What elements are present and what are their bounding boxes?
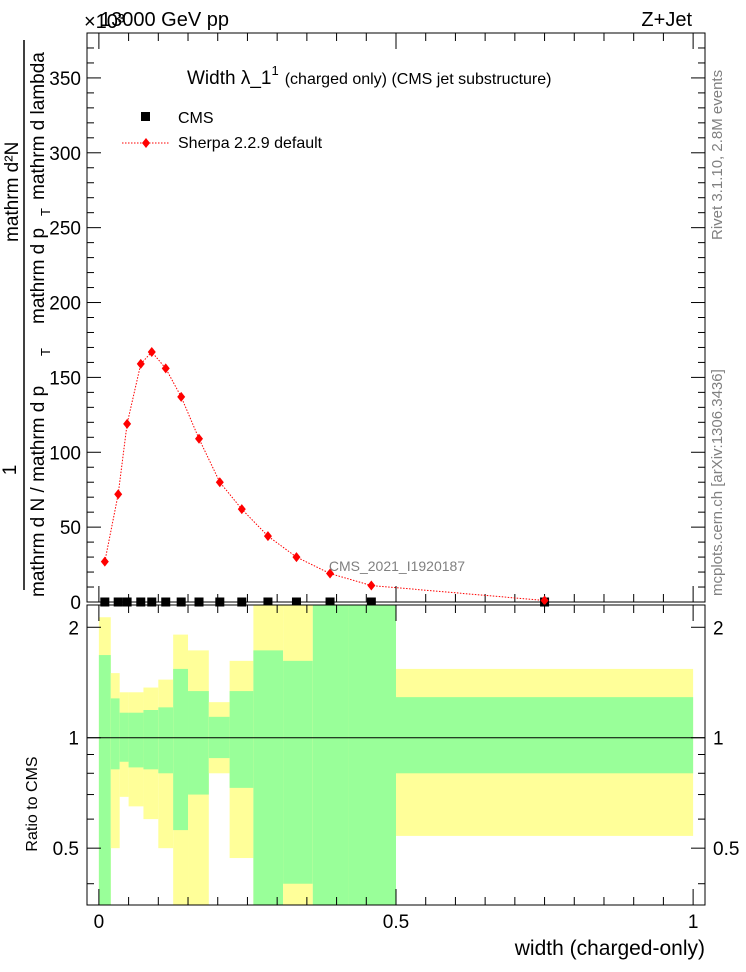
cms-point [147, 597, 157, 607]
ratio-xtick-label: 0.5 [383, 912, 409, 933]
ratio-ytick-label-right: 1 [713, 729, 724, 750]
main-ytick-label: 250 [49, 219, 81, 240]
ratio-xtick-label: 0 [94, 912, 105, 933]
ratio-band-inner [173, 668, 189, 831]
ratio-band-inner [348, 605, 396, 905]
sherpa-point [147, 346, 156, 357]
sherpa-point [292, 552, 301, 563]
cms-point [194, 597, 204, 607]
ratio-ylabel: Ratio to CMS [24, 756, 41, 851]
legend-label-sherpa: Sherpa 2.2.9 default [178, 135, 323, 152]
ratio-ytick-label-right: 2 [713, 618, 724, 639]
sherpa-point [177, 391, 186, 402]
sherpa-point [367, 580, 376, 591]
plot-title-sup: 1 [271, 63, 278, 78]
ratio-band-inner [283, 660, 313, 884]
main-ytick-label: 0 [70, 593, 81, 614]
cms-point [113, 597, 123, 607]
ratio-xtick-label: 1 [688, 912, 699, 933]
cms-point [136, 597, 146, 607]
main-ylabel-numerator: 1 [0, 465, 21, 476]
cms-point [176, 597, 186, 607]
sherpa-point [540, 595, 549, 606]
cms-point [366, 597, 376, 607]
rivet-version-label: Rivet 3.1.10, 2.8M events [709, 70, 726, 240]
main-ytick-label: 50 [60, 518, 81, 539]
analysis-watermark: CMS_2021_I1920187 [329, 558, 465, 574]
legend: CMS Sherpa 2.2.9 default [122, 110, 323, 152]
main-ytick-label: 200 [49, 294, 81, 315]
ratio-band-inner [396, 697, 694, 774]
sherpa-point [237, 504, 246, 515]
sherpa-point [123, 418, 132, 429]
header-energy: 13000 GeV pp [100, 9, 229, 31]
ratio-band-inner [143, 710, 159, 770]
ratio-band-inner [110, 698, 120, 770]
sherpa-point [161, 363, 170, 374]
legend-marker-sherpa [142, 138, 150, 148]
ratio-ytick-label: 1 [68, 729, 79, 750]
main-panel: 0 50 100 150 200 250 300 350 [49, 32, 706, 614]
cms-point [161, 597, 171, 607]
main-ylabel-top-sub: T [38, 208, 53, 216]
ratio-band-inner [128, 712, 144, 768]
main-ytick-label: 150 [49, 368, 81, 389]
ratio-ytick-label: 0.5 [53, 839, 79, 860]
cms-point [263, 597, 273, 607]
main-ylabel-top-3: mathrm d lambda [28, 52, 49, 200]
main-ylabel-top-1: mathrm d²N [2, 142, 23, 242]
main-ytick-label: 300 [49, 144, 81, 165]
ratio-panel: 0 0.5 1 0.5 0.5 1 1 2 2 [53, 604, 739, 933]
main-ylabel-bottom: mathrm d N / mathrm d p [28, 386, 49, 597]
header-process: Z+Jet [641, 9, 692, 31]
main-ylabel: 1 mathrm d²N mathrm d p T mathrm d lambd… [0, 40, 53, 597]
sherpa-point [215, 477, 224, 488]
ratio-band-inner [158, 707, 174, 774]
ratio-ytick-label-right: 0.5 [713, 839, 739, 860]
plot-title-main: Width λ_1 [187, 68, 271, 89]
cms-point [215, 597, 225, 607]
ratio-band-inner [253, 650, 284, 905]
main-ylabel-top-2: mathrm d p [28, 228, 49, 324]
ratio-band-inner [312, 605, 349, 905]
main-ylabel-bottom-sub: T [38, 348, 53, 356]
main-ytick-label: 100 [49, 443, 81, 464]
ratio-band-inner [229, 691, 254, 788]
plot-title: Width λ_11 (charged only) (CMS jet substr… [187, 63, 551, 89]
ratio-band-inner [188, 691, 209, 795]
cms-point [100, 597, 110, 607]
xaxis-label: width (charged-only) [514, 937, 705, 960]
cms-point [291, 597, 301, 607]
sherpa-point [136, 358, 145, 369]
cms-point [237, 597, 247, 607]
mcplots-label: mcplots.cern.ch [arXiv:1306.3436] [709, 369, 726, 596]
sherpa-point [263, 531, 272, 542]
ratio-band-inner [98, 655, 111, 905]
legend-label-cms: CMS [178, 110, 214, 127]
cms-point [325, 597, 335, 607]
cms-point [122, 597, 132, 607]
sherpa-point [114, 489, 123, 500]
ratio-ytick-label: 2 [68, 618, 79, 639]
sherpa-line [104, 351, 545, 602]
main-ytick-label: 350 [49, 69, 81, 90]
sherpa-point [195, 433, 204, 444]
scale-factor: ×10³ [84, 11, 125, 33]
plot-title-rest: (charged only) (CMS jet substructure) [285, 71, 552, 88]
sherpa-point [326, 568, 335, 579]
sherpa-point [100, 556, 109, 567]
legend-marker-cms [141, 112, 150, 121]
